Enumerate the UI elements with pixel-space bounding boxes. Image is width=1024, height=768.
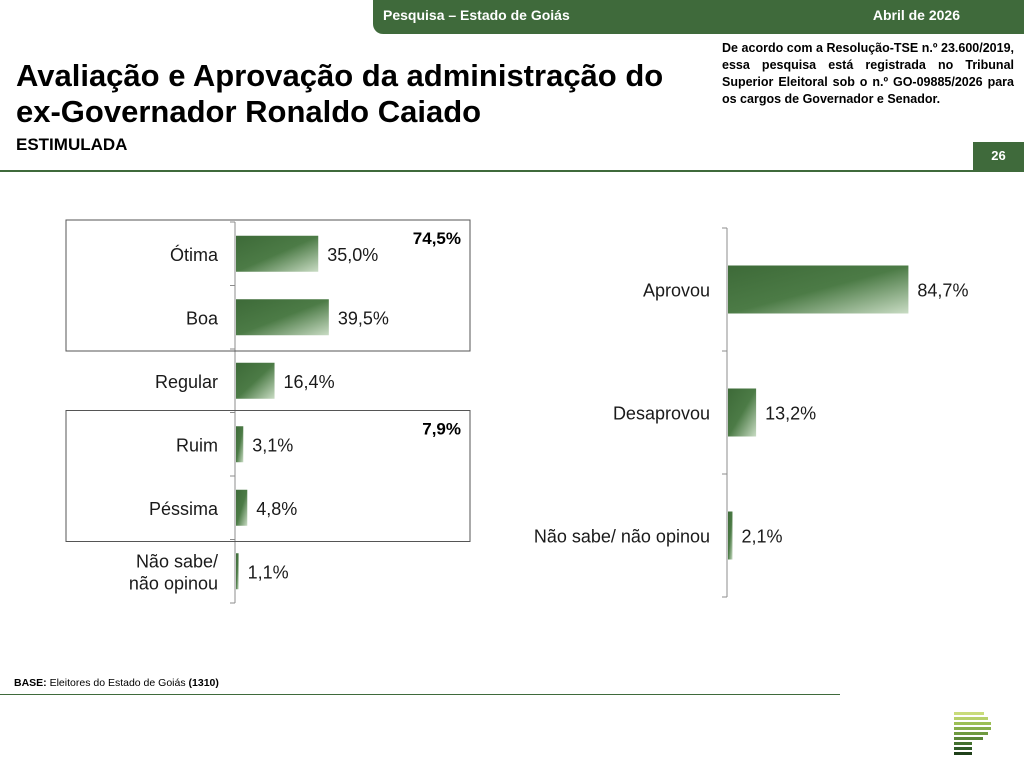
- page-number: 26: [973, 142, 1024, 170]
- category-label-nao-sabe-nao-opinou: Não sabe/não opinou: [129, 551, 218, 593]
- value-label-otima: 35,0%: [327, 245, 378, 265]
- bar-regular: [236, 362, 275, 399]
- value-label-regular: 16,4%: [284, 372, 335, 392]
- category-label-line: não opinou: [129, 573, 218, 593]
- value-label-aprovou: 84,7%: [917, 281, 968, 301]
- evaluation-chart: Ótima 35,0% Boa 39,5% Regular 16,4% Ruim 3,1% Pé…: [65, 219, 471, 604]
- category-label-ruim: Ruim: [176, 435, 218, 455]
- category-label-aprovou: Aprovou: [643, 281, 710, 301]
- bar-nao-sabe-nao-opinou: [236, 553, 239, 590]
- institute-logo: [954, 712, 991, 755]
- page-title-line-1: Avaliação e Aprovação da administração d…: [16, 58, 664, 93]
- category-label-nao-sabe-nao-opinou: Não sabe/ não opinou: [534, 527, 710, 547]
- registration-notice: De acordo com a Resolução-TSE n.º 23.600…: [722, 41, 1014, 106]
- group-total-label-2: 7,9%: [422, 420, 461, 439]
- header-bar: Pesquisa – Estado de Goiás Abril de 2026: [373, 0, 1024, 34]
- base-note: BASE: Eleitores do Estado de Goiás (1310…: [14, 677, 219, 689]
- bar-aprovou: [728, 265, 909, 314]
- bar-desaprovou: [728, 388, 757, 437]
- value-label-desaprovou: 13,2%: [765, 404, 816, 424]
- bar-otima: [236, 235, 319, 272]
- value-label-boa: 39,5%: [338, 308, 389, 328]
- survey-date: Abril de 2026: [872, 7, 960, 23]
- base-label: BASE:: [14, 677, 47, 689]
- base-text: Eleitores do Estado de Goiás: [46, 677, 189, 689]
- category-label-desaprovou: Desaprovou: [613, 404, 710, 424]
- category-label-line: Não sabe/: [136, 551, 218, 571]
- value-label-nao-sabe-nao-opinou: 2,1%: [741, 527, 782, 547]
- footer-divider: [0, 694, 840, 695]
- charts-canvas: Ótima 35,0% Boa 39,5% Regular 16,4% Ruim 3,1% Pé…: [65, 219, 968, 604]
- group-total-label-1: 74,5%: [413, 229, 461, 248]
- bar-nao-sabe-nao-opinou: [728, 511, 733, 560]
- base-count: (1310): [188, 677, 219, 689]
- header-divider: [0, 170, 1024, 172]
- category-label-otima: Ótima: [170, 244, 219, 265]
- group-box-2: [65, 410, 471, 542]
- group-box-1: [65, 219, 471, 352]
- value-label-pessima: 4,8%: [256, 499, 297, 519]
- value-label-nao-sabe-nao-opinou: 1,1%: [248, 562, 289, 582]
- bar-pessima: [236, 489, 248, 526]
- approval-chart: Aprovou 84,7% Desaprovou 13,2% Não sabe/ não…: [534, 227, 968, 598]
- survey-name: Pesquisa – Estado de Goiás: [383, 7, 570, 23]
- page-title: Avaliação e Aprovação da administração d…: [16, 58, 663, 130]
- bar-boa: [236, 299, 329, 336]
- page-subtitle: ESTIMULADA: [16, 135, 128, 154]
- page-title-line-2: ex-Governador Ronaldo Caiado: [16, 94, 482, 129]
- value-label-ruim: 3,1%: [252, 435, 293, 455]
- category-label-pessima: Péssima: [149, 499, 219, 519]
- category-label-boa: Boa: [186, 308, 219, 328]
- category-label-regular: Regular: [155, 372, 218, 392]
- bar-ruim: [236, 426, 244, 463]
